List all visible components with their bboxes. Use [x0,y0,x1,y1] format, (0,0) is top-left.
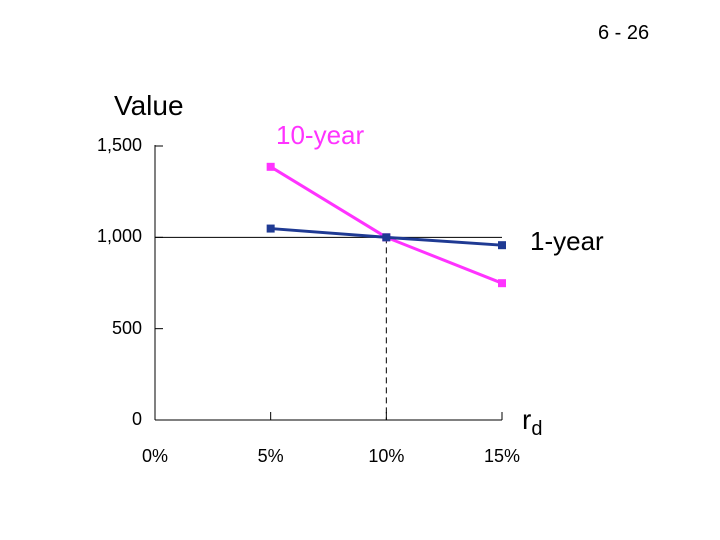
data-point-marker [266,224,275,233]
y-axis-title: Value [114,90,184,121]
series-label-10-year: 10-year [276,120,365,150]
page-number: 6 - 26 [598,22,650,44]
x-tick-label: 10% [368,446,405,466]
series-line-10-year [269,165,503,285]
data-point-marker [498,279,506,288]
x-tick-label: 5% [257,446,284,466]
y-tick-label: 500 [111,317,142,338]
data-point-marker [382,233,391,242]
y-tick-label: 0 [131,409,142,429]
series-label-1-year: 1-year [530,226,604,256]
x-axis-title: rd [522,404,542,441]
x-axis-title-subscript: d [531,418,543,440]
x-tick-label: 0% [141,446,168,466]
y-tick-label: 1,000 [96,226,142,247]
data-point-marker [266,162,275,171]
x-tick-label: 15% [483,446,521,466]
x-axis-title-main: r [522,404,532,435]
data-point-marker [498,241,506,250]
y-tick-label: 1,500 [96,135,142,155]
